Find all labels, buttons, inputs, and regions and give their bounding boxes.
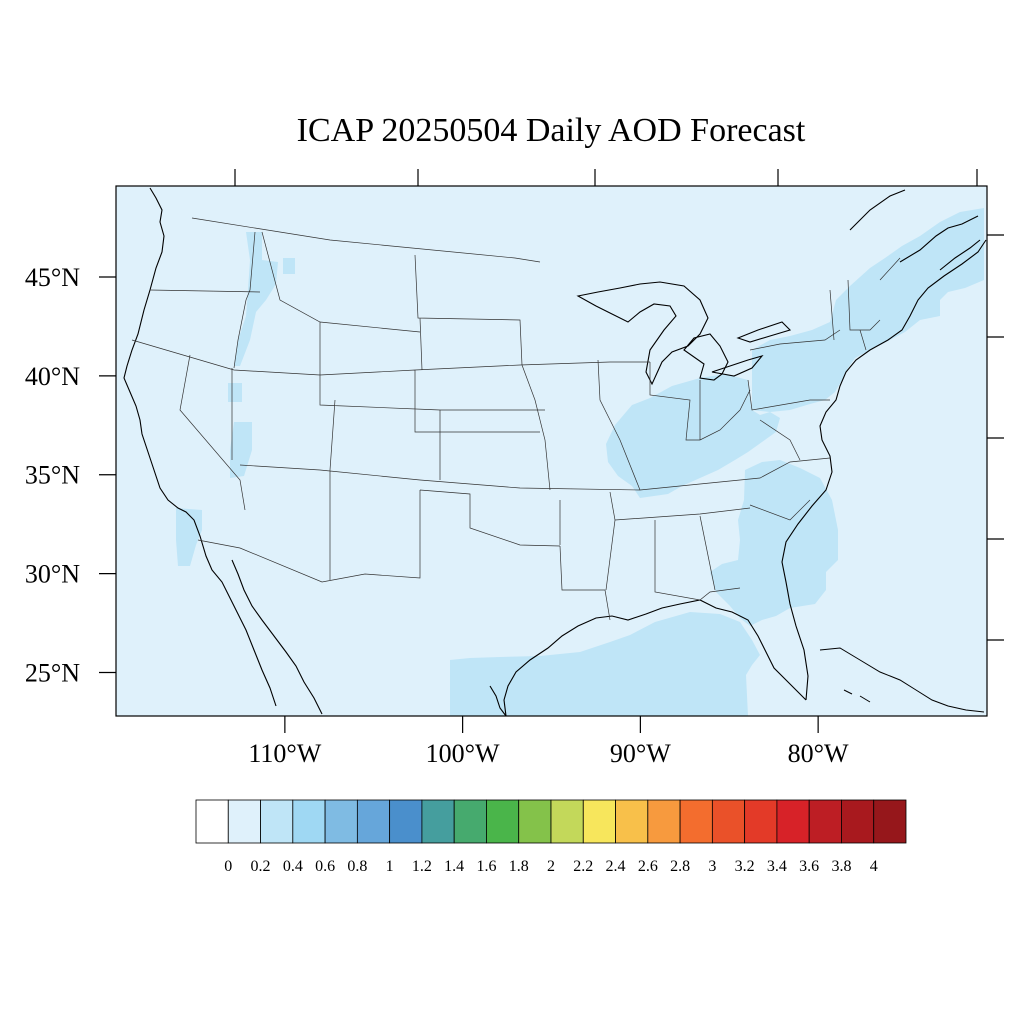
enhanced-aod-regions xyxy=(176,208,984,716)
colorbar-label: 2 xyxy=(547,858,555,875)
colorbar-swatch xyxy=(841,799,875,844)
great-lakes xyxy=(576,281,792,386)
colorbar-swatch xyxy=(389,799,423,844)
colorbar-swatch xyxy=(776,799,810,844)
coastline-baja-gulf-side xyxy=(231,559,323,715)
colorbar-label: 0.8 xyxy=(347,858,367,875)
colorbar-swatch xyxy=(324,799,358,844)
aod-patch-northeast xyxy=(752,208,984,412)
colorbar-label: 3.2 xyxy=(735,858,755,875)
aod-patch-idaho-montana xyxy=(234,232,278,366)
colorbar-swatch xyxy=(744,799,778,844)
map-tick-marks xyxy=(234,169,1004,641)
coastline-gulf xyxy=(503,599,807,717)
colorbar-swatch xyxy=(647,799,681,844)
aod-patch-southeast-coast xyxy=(710,460,838,626)
colorbar-label: 0.2 xyxy=(251,858,271,875)
colorbar-label: 0.6 xyxy=(315,858,335,875)
colorbar-label: 1.4 xyxy=(444,858,464,875)
colorbar-label: 3 xyxy=(708,858,716,875)
map-panel: 45°N 40°N 35°N 30°N 25°N 110°W 100°W 90°W 80°W xyxy=(25,169,1004,768)
lat-tick-label: 40°N xyxy=(25,362,80,391)
lon-tick-label: 80°W xyxy=(788,739,849,768)
colorbar-swatch xyxy=(195,799,229,844)
aod-patch-gulf xyxy=(450,612,760,716)
aod-patch-utah-1 xyxy=(228,383,242,402)
colorbar-swatch xyxy=(518,799,552,844)
cuba-bahamas xyxy=(819,647,985,713)
longitude-axis: 110°W 100°W 90°W 80°W xyxy=(248,716,849,768)
colorbar-swatch xyxy=(711,799,746,844)
colorbar-swatch xyxy=(679,799,713,844)
colorbar-label: 0.4 xyxy=(283,858,303,875)
colorbar-label: 2.2 xyxy=(573,858,593,875)
aod-colorbar xyxy=(195,799,907,844)
colorbar-label: 1 xyxy=(386,858,394,875)
colorbar-label: 1.2 xyxy=(412,858,432,875)
colorbar-label: 3.4 xyxy=(767,858,787,875)
colorbar-swatch xyxy=(227,799,261,844)
lon-tick-label: 90°W xyxy=(610,739,671,768)
lat-tick-label: 25°N xyxy=(25,658,80,687)
colorbar-label: 0 xyxy=(224,858,232,875)
colorbar-swatch xyxy=(550,799,584,844)
lat-tick-label: 35°N xyxy=(25,461,80,490)
coastline-mexico-gulf xyxy=(489,685,507,717)
colorbar-swatch xyxy=(873,799,907,844)
colorbar-swatch xyxy=(421,799,455,844)
colorbar-label: 1.8 xyxy=(509,858,529,875)
state-borders xyxy=(131,217,901,621)
colorbar-label: 3.6 xyxy=(799,858,819,875)
aod-colorbar-labels: 0 0.2 0.4 0.6 0.8 1 1.2 1.4 1.6 1.8 2 2.2 2.4 2.6 2.8 3… xyxy=(224,858,877,875)
map-boundaries xyxy=(123,187,987,717)
figure-title: ICAP 20250504 Daily AOD Forecast xyxy=(297,112,806,149)
colorbar-swatch xyxy=(260,799,294,844)
colorbar-swatch xyxy=(356,799,391,844)
aod-patch-ohio-valley xyxy=(606,374,780,498)
coastline-east xyxy=(781,239,987,701)
latitude-axis: 45°N 40°N 35°N 30°N 25°N xyxy=(25,263,116,687)
lat-tick-label: 45°N xyxy=(25,263,80,292)
colorbar-label: 2.8 xyxy=(670,858,690,875)
aod-patch-montana-small xyxy=(283,258,295,274)
colorbar-swatch xyxy=(808,799,842,844)
colorbar-swatch xyxy=(615,799,649,844)
colorbar-swatch xyxy=(292,799,326,844)
aod-patch-utah-2 xyxy=(230,422,252,478)
coastline-west xyxy=(123,187,277,707)
canada-coast-east xyxy=(849,189,981,271)
lon-tick-label: 110°W xyxy=(248,739,321,768)
colorbar-swatch xyxy=(582,799,616,844)
colorbar-label: 2.4 xyxy=(606,858,626,875)
colorbar-label: 4 xyxy=(870,858,878,875)
lon-tick-label: 100°W xyxy=(426,739,500,768)
lat-tick-label: 30°N xyxy=(25,560,80,589)
colorbar-label: 2.6 xyxy=(638,858,658,875)
colorbar-swatch xyxy=(453,799,487,844)
map-frame xyxy=(115,185,988,717)
colorbar-label: 1.6 xyxy=(476,858,496,875)
colorbar-label: 3.8 xyxy=(831,858,851,875)
colorbar-swatch xyxy=(486,799,520,844)
